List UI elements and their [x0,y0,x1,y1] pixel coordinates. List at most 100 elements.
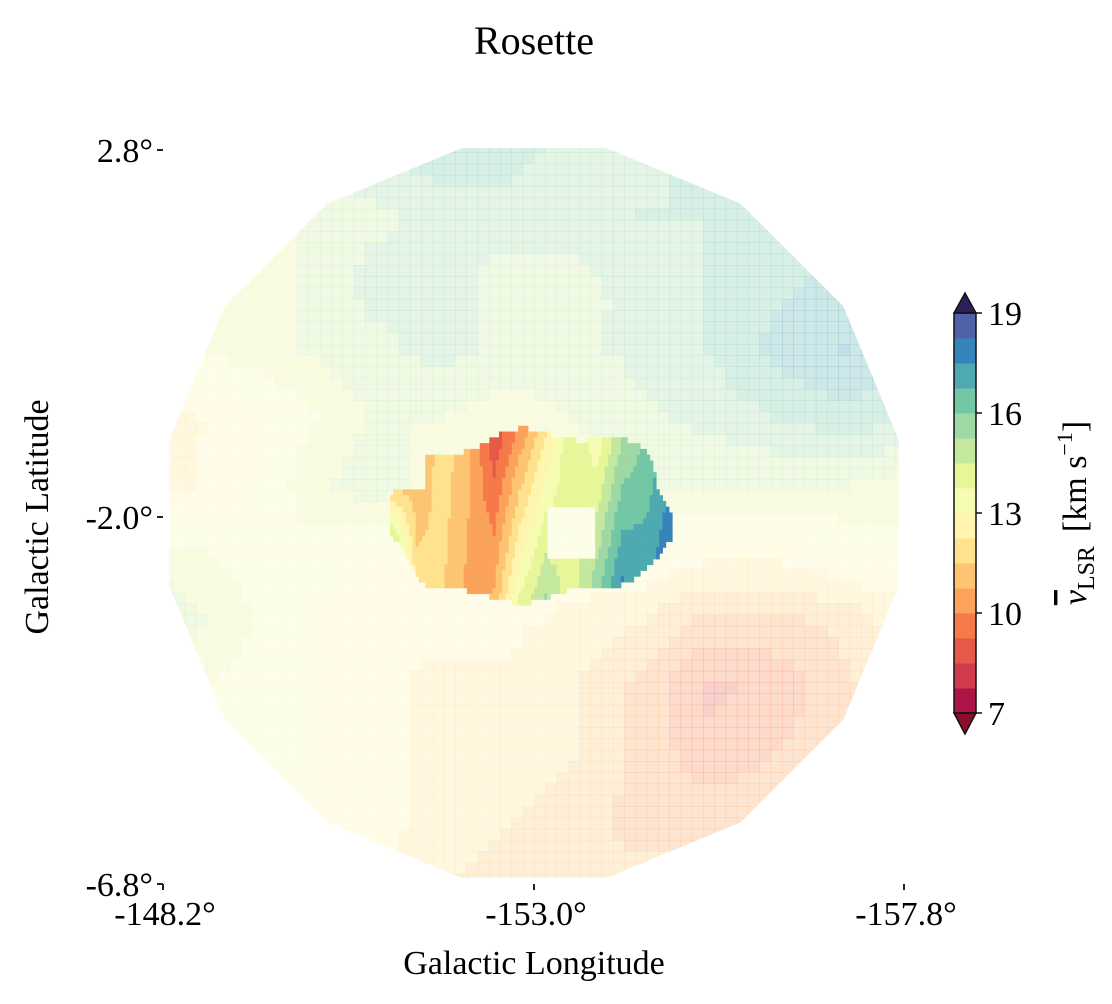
map-cell [500,400,513,413]
map-cell [590,738,603,751]
map-cell [545,265,558,277]
map-cell [770,434,783,446]
map-cell [804,343,817,356]
map-cell [353,558,366,570]
map-cell [387,152,400,165]
map-cell [793,637,806,649]
map-cell [331,501,343,514]
central-cell [486,448,490,456]
central-cell [434,466,439,473]
map-cell [443,659,456,672]
central-cell [511,437,516,444]
map-cell [364,659,377,672]
map-cell [353,535,366,548]
map-cell [883,738,896,751]
map-cell [342,546,355,559]
central-cell [614,460,619,467]
central-cell [486,483,490,490]
map-cell [748,659,761,672]
central-cell [460,483,465,490]
map-cell [894,490,899,503]
map-cell [308,219,321,232]
map-cell [624,637,637,649]
map-cell [793,851,806,864]
map-cell [195,738,208,751]
central-cell [511,472,516,479]
map-cell [567,265,580,277]
map-cell [534,749,546,762]
map-cell [748,637,761,649]
map-cell [263,343,276,356]
central-cell [550,466,555,473]
central-cell [457,489,462,496]
map-cell [680,783,693,796]
map-cell [466,287,479,300]
map-cell [759,389,772,401]
map-cell [173,738,186,751]
central-cell [601,443,606,450]
map-cell [534,174,546,187]
map-cell [443,783,456,796]
map-cell [793,727,806,740]
map-cell [342,648,355,661]
map-cell [331,794,343,807]
map-cell [353,298,366,311]
map-cell [545,738,558,751]
map-cell [364,445,377,458]
map-cell [534,704,546,717]
map-cell [173,148,186,153]
map-cell [477,366,490,379]
map-cell [883,490,896,503]
map-cell [804,580,817,593]
map-cell [398,208,411,221]
map-cell [691,738,704,751]
map-cell [793,839,806,852]
map-cell [804,411,817,424]
central-cell [428,472,433,479]
map-cell [883,558,896,570]
map-cell [815,208,828,221]
map-cell [827,806,839,818]
map-cell [658,467,670,480]
map-cell [455,614,467,627]
map-cell [883,546,896,559]
map-cell [252,625,265,638]
central-cell [636,460,641,467]
map-cell [579,704,591,717]
central-cell [623,477,628,485]
map-cell [432,637,445,649]
central-cell [534,443,538,450]
map-cell [590,287,603,300]
map-cell [590,794,603,807]
map-cell [353,513,366,525]
map-cell [169,862,174,875]
map-cell [703,321,715,334]
map-cell [387,659,400,672]
map-cell [545,715,558,728]
map-cell [398,479,411,492]
central-cell [585,472,590,479]
map-cell [860,772,873,785]
map-cell [793,242,806,255]
map-cell [184,310,197,322]
central-cell [518,437,522,444]
map-cell [691,321,704,334]
map-cell [838,738,851,751]
map-cell [691,231,704,244]
map-cell [567,806,580,818]
map-cell [883,783,896,796]
map-cell [184,265,197,277]
map-cell [207,253,219,266]
central-cell [550,437,555,444]
map-cell [849,321,862,334]
map-cell [736,682,749,694]
central-cell [579,460,583,467]
map-cell [748,148,761,153]
map-cell [195,806,208,818]
map-cell [195,242,208,255]
map-cell [759,434,772,446]
central-cell [649,466,654,473]
map-cell [827,783,839,796]
map-cell [635,163,648,176]
central-cell [479,443,484,450]
